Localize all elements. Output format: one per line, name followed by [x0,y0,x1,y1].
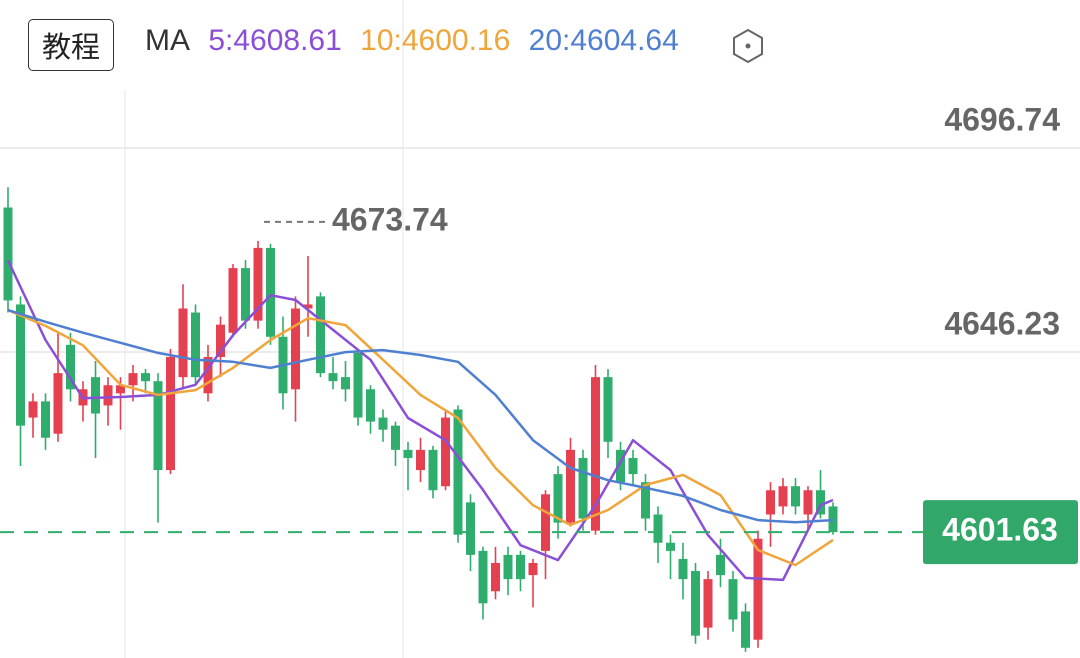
candle-body [653,514,663,543]
candle-body [378,417,388,430]
candle-body [403,449,413,458]
candle-body [178,308,188,378]
legend-entry: 5:4608.61 [208,24,342,57]
candle-body [541,494,550,551]
candle-body [191,312,200,378]
candle-body [241,268,250,321]
candle-body [828,506,838,533]
candle-body [641,482,650,519]
candle-body [791,486,800,507]
candle-body [66,344,75,390]
candle-body [328,373,338,382]
candle-body [216,324,225,357]
candle-body [253,247,263,321]
last-price-badge [923,500,1078,565]
legend-entry: 10:4600.16 [360,24,511,57]
y-tick-label: 4696.74 [944,101,1060,137]
candle-body [366,389,375,422]
candle-body [341,377,350,390]
candle-body [591,377,600,531]
candle-body [678,558,688,580]
candle-body [28,401,38,418]
candle-body [416,449,425,471]
candle-body [316,296,325,374]
candle-body [728,579,738,620]
ma-label: MA [145,24,190,57]
candle-body [603,377,613,442]
candle-body [353,352,363,418]
candle-body [91,377,100,414]
candle-body [703,579,713,628]
candle-body [441,417,450,487]
candle-body [516,554,525,580]
candle-body [453,409,463,535]
candle-body [553,474,563,523]
max-label: 4673.74 [332,201,448,237]
candle-body [103,385,113,406]
candle-body [391,425,400,450]
candle-body [266,247,275,337]
settings-icon[interactable] [730,27,766,65]
candle-body [616,449,625,483]
candle-body [816,490,825,515]
candle-body [778,486,788,507]
toolbar: 教程 MA 5:4608.61 10:4600.16 20:4604.64 [0,0,1080,90]
ma-line [7,308,834,567]
candle-body [666,542,675,551]
candle-body [766,490,775,515]
candle-body [503,554,513,580]
candle-body [691,571,700,636]
candle-body [228,268,238,333]
candle-body [578,457,588,519]
candle-body [203,356,213,394]
candle-body [153,381,163,471]
candle-body [16,304,25,426]
candle-body [466,502,475,555]
candle-body [41,401,50,438]
candle-body [716,554,725,576]
candle-body [628,457,638,475]
candle-body [753,538,763,640]
candle-body [428,449,438,491]
candle-body [303,304,313,309]
ma-line [6,259,834,582]
candle-body [803,490,813,515]
last-price-label: 4601.63 [942,512,1058,548]
candle-body [53,373,63,434]
candle-body [528,562,538,576]
plot: 4646.23 4696.74 4673.74 4601.63 [0,101,1080,652]
candle-body [566,449,575,523]
candle-body [166,356,175,471]
candle-body [128,373,138,386]
y-tick-label: 4646.23 [944,305,1060,341]
candle-body [478,550,488,604]
candle-body [491,562,500,592]
candle-body [3,207,13,301]
legend-entry: 20:4604.64 [528,24,679,57]
tutorial-button[interactable]: 教程 [28,19,114,71]
ma-legend: MA 5:4608.61 10:4600.16 20:4604.64 [145,24,689,58]
candle-body [291,308,300,390]
candle-body [141,373,150,382]
candle-body [116,385,125,394]
candle-body [741,611,750,648]
ma-line [7,308,834,524]
